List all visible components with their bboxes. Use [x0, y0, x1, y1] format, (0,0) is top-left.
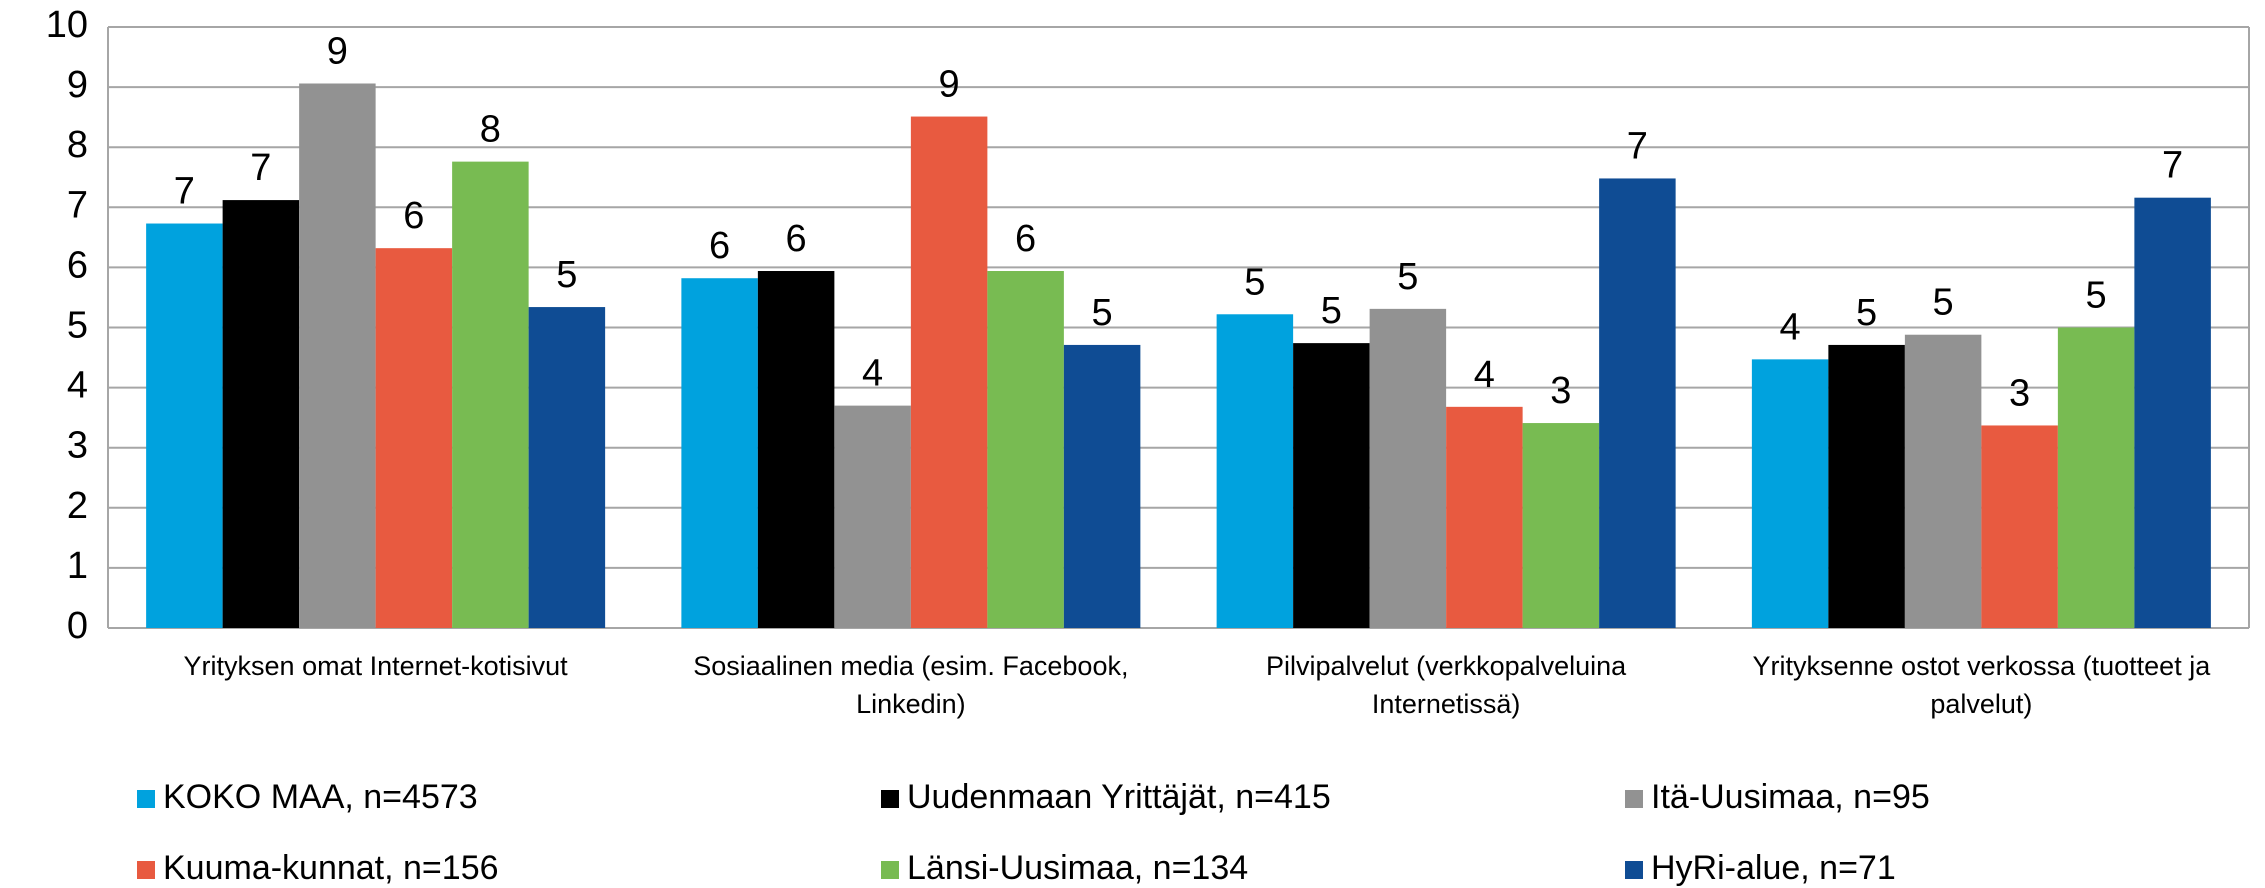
value-label: 6 — [403, 195, 424, 237]
y-tick-label: 10 — [46, 4, 88, 46]
value-label: 5 — [1933, 282, 1954, 324]
value-label: 7 — [2162, 145, 2183, 187]
legend-label: Itä-Uusimaa, n=95 — [1651, 778, 1930, 816]
x-tick-label: Pilvipalvelut (verkkopalveluina Internet… — [1266, 651, 1627, 719]
value-label: 5 — [1092, 292, 1113, 334]
bar — [757, 271, 835, 628]
legend-marker — [881, 790, 899, 808]
bar — [375, 248, 453, 628]
legend-label: Uudenmaan Yrittäjät, n=415 — [907, 778, 1331, 816]
bar — [910, 116, 988, 628]
value-label: 5 — [1856, 292, 1877, 334]
bar — [146, 223, 223, 629]
y-tick-label: 5 — [67, 305, 88, 347]
y-tick-label: 2 — [67, 485, 88, 527]
value-label: 9 — [939, 64, 960, 106]
value-label: 5 — [556, 254, 577, 296]
value-label: 9 — [327, 31, 348, 73]
bar — [1446, 406, 1523, 628]
y-tick-label: 3 — [67, 425, 88, 467]
value-label: 5 — [1321, 290, 1342, 332]
legend-label: KOKO MAA, n=4573 — [163, 778, 478, 816]
x-tick-label: Sosiaalinen media (esim. Facebook, Linke… — [693, 651, 1129, 719]
legend-label: Kuuma-kunnat, n=156 — [163, 849, 499, 887]
x-tick-label: Yrityksen omat Internet-kotisivut — [183, 651, 568, 681]
bar — [681, 278, 758, 628]
value-label: 6 — [786, 218, 807, 260]
value-label: 4 — [1780, 306, 1801, 348]
value-label: 7 — [174, 171, 195, 213]
legend-marker — [881, 861, 899, 879]
y-tick-label: 6 — [67, 244, 88, 286]
value-label: 7 — [250, 147, 271, 189]
bar — [528, 307, 606, 628]
bar — [1599, 178, 1676, 628]
value-label: 6 — [709, 225, 730, 267]
value-label: 5 — [2086, 275, 2107, 317]
bar — [1522, 423, 1600, 628]
bar — [452, 161, 529, 628]
bar — [987, 271, 1064, 628]
bar — [1904, 334, 1982, 628]
x-tick-label: Yrityksenne ostot verkossa (tuotteet ja … — [1752, 651, 2211, 719]
y-tick-label: 7 — [67, 184, 88, 226]
y-tick-label: 0 — [67, 605, 88, 647]
legend-marker — [1625, 861, 1643, 879]
legend-marker — [1625, 790, 1643, 808]
bar — [1216, 314, 1294, 628]
y-tick-label: 9 — [67, 64, 88, 106]
bar — [1981, 425, 2058, 628]
bar — [1063, 344, 1141, 628]
value-label: 5 — [1397, 256, 1418, 298]
value-label: 3 — [1550, 370, 1571, 412]
bar — [2134, 197, 2211, 628]
legend-label: Länsi-Uusimaa, n=134 — [907, 849, 1248, 887]
bar — [2057, 327, 2135, 628]
bar — [1828, 344, 1905, 628]
legend-marker — [137, 790, 155, 808]
value-label: 4 — [862, 353, 883, 395]
value-label: 6 — [1015, 218, 1036, 260]
legend-marker — [137, 861, 155, 879]
value-label: 8 — [480, 109, 501, 151]
bar — [1751, 359, 1829, 628]
y-tick-label: 4 — [67, 365, 88, 407]
bar — [222, 200, 300, 628]
value-label: 7 — [1627, 125, 1648, 167]
value-label: 5 — [1244, 261, 1265, 303]
y-tick-label: 1 — [67, 545, 88, 587]
bar — [834, 405, 911, 628]
value-label: 4 — [1474, 354, 1495, 396]
value-label: 3 — [2009, 372, 2030, 414]
y-tick-label: 8 — [67, 124, 88, 166]
bar — [1369, 308, 1447, 628]
bar — [299, 83, 376, 628]
legend-label: HyRi-alue, n=71 — [1651, 849, 1896, 887]
bar — [1293, 343, 1370, 628]
